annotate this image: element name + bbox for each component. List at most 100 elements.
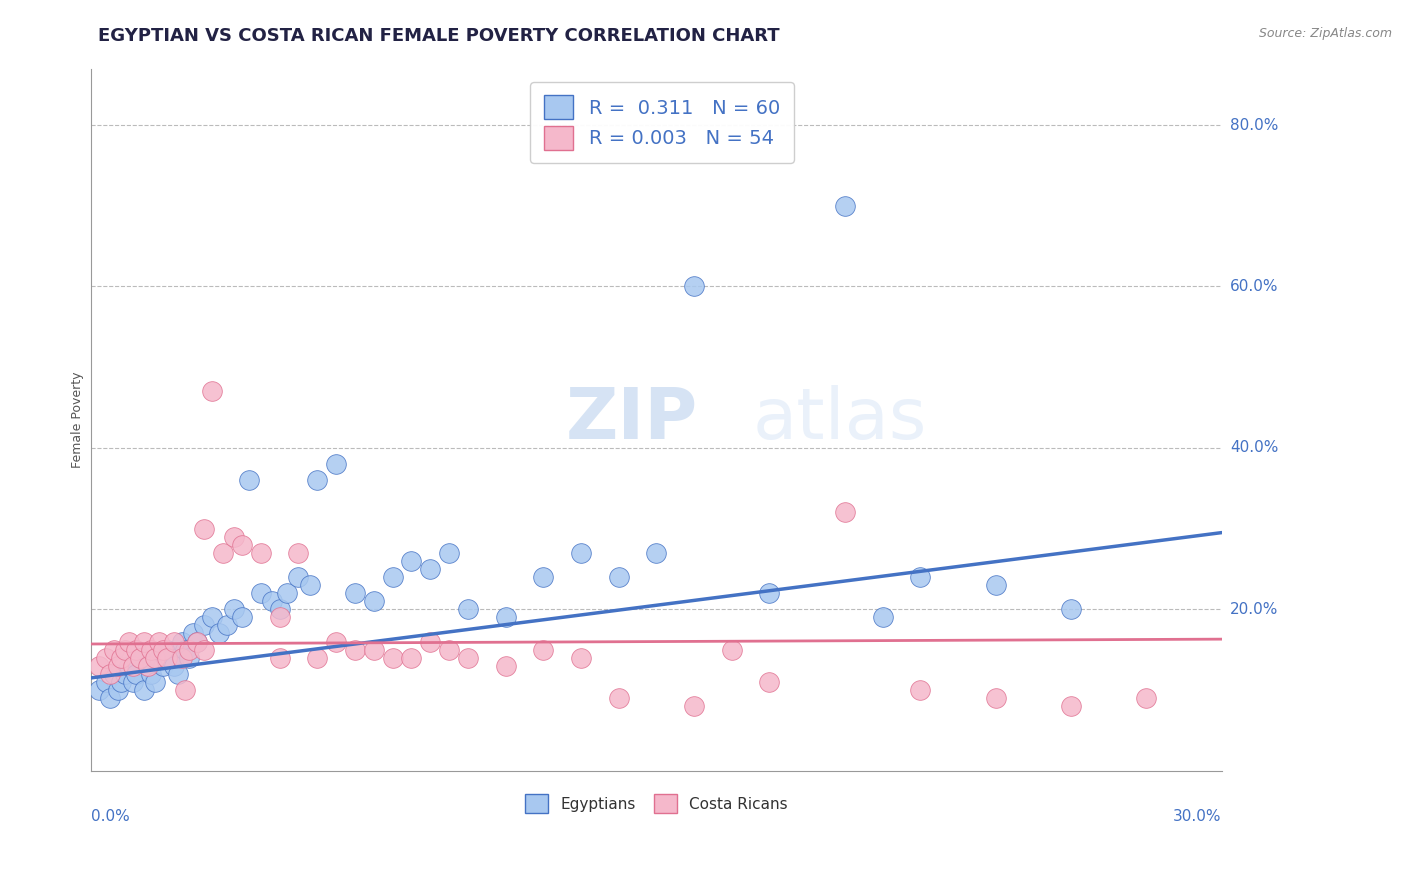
Legend: Egyptians, Costa Ricans: Egyptians, Costa Ricans <box>519 789 794 819</box>
Point <box>381 570 404 584</box>
Point <box>121 674 143 689</box>
Point <box>325 634 347 648</box>
Point <box>107 658 129 673</box>
Point <box>136 658 159 673</box>
Point <box>114 666 136 681</box>
Point <box>262 594 284 608</box>
Text: EGYPTIAN VS COSTA RICAN FEMALE POVERTY CORRELATION CHART: EGYPTIAN VS COSTA RICAN FEMALE POVERTY C… <box>98 27 780 45</box>
Text: 80.0%: 80.0% <box>1230 118 1278 133</box>
Point <box>269 602 291 616</box>
Point <box>437 642 460 657</box>
Point <box>212 546 235 560</box>
Point <box>287 546 309 560</box>
Point <box>419 562 441 576</box>
Point <box>96 650 118 665</box>
Point <box>152 658 174 673</box>
Point <box>98 691 121 706</box>
Point <box>758 674 780 689</box>
Point <box>908 683 931 698</box>
Text: atlas: atlas <box>752 385 927 454</box>
Point <box>249 546 271 560</box>
Point <box>201 610 224 624</box>
Point <box>174 683 197 698</box>
Point <box>307 650 329 665</box>
Point <box>363 594 385 608</box>
Point <box>125 642 148 657</box>
Point <box>87 658 110 673</box>
Point <box>437 546 460 560</box>
Point <box>155 650 177 665</box>
Point <box>98 666 121 681</box>
Point <box>110 650 132 665</box>
Point <box>201 384 224 399</box>
Y-axis label: Female Poverty: Female Poverty <box>72 371 84 468</box>
Point <box>141 642 163 657</box>
Point <box>143 650 166 665</box>
Point <box>121 658 143 673</box>
Point <box>419 634 441 648</box>
Point <box>495 610 517 624</box>
Point <box>269 650 291 665</box>
Point <box>129 650 152 665</box>
Point <box>401 650 423 665</box>
Point <box>179 642 201 657</box>
Point <box>834 505 856 519</box>
Point <box>645 546 668 560</box>
Point <box>908 570 931 584</box>
Point <box>495 658 517 673</box>
Point <box>87 683 110 698</box>
Point <box>170 634 193 648</box>
Point <box>720 642 742 657</box>
Point <box>186 634 208 648</box>
Point <box>193 642 215 657</box>
Point <box>114 642 136 657</box>
Point <box>381 650 404 665</box>
Point <box>193 522 215 536</box>
Point <box>132 634 155 648</box>
Point <box>179 650 201 665</box>
Text: 0.0%: 0.0% <box>91 809 129 824</box>
Point <box>276 586 298 600</box>
Point <box>107 683 129 698</box>
Point <box>136 658 159 673</box>
Point <box>166 666 188 681</box>
Point <box>1060 699 1083 714</box>
Point <box>174 642 197 657</box>
Point <box>249 586 271 600</box>
Point <box>224 602 246 616</box>
Point <box>531 642 554 657</box>
Text: ZIP: ZIP <box>567 385 699 454</box>
Point <box>325 457 347 471</box>
Point <box>118 634 141 648</box>
Point <box>148 634 170 648</box>
Point <box>1060 602 1083 616</box>
Text: Source: ZipAtlas.com: Source: ZipAtlas.com <box>1258 27 1392 40</box>
Point <box>269 610 291 624</box>
Text: 40.0%: 40.0% <box>1230 441 1278 455</box>
Point <box>96 674 118 689</box>
Point <box>1135 691 1157 706</box>
Point <box>307 473 329 487</box>
Point <box>343 586 366 600</box>
Point <box>141 666 163 681</box>
Point <box>834 199 856 213</box>
Point <box>224 530 246 544</box>
Point <box>984 691 1007 706</box>
Point <box>181 626 204 640</box>
Point <box>298 578 321 592</box>
Point <box>170 650 193 665</box>
Point <box>401 554 423 568</box>
Point <box>193 618 215 632</box>
Point <box>208 626 231 640</box>
Point <box>148 650 170 665</box>
Point <box>531 570 554 584</box>
Point <box>215 618 238 632</box>
Point <box>118 658 141 673</box>
Point <box>163 658 186 673</box>
Point <box>607 691 630 706</box>
Point <box>984 578 1007 592</box>
Point <box>607 570 630 584</box>
Point <box>143 674 166 689</box>
Point <box>569 650 592 665</box>
Point <box>238 473 260 487</box>
